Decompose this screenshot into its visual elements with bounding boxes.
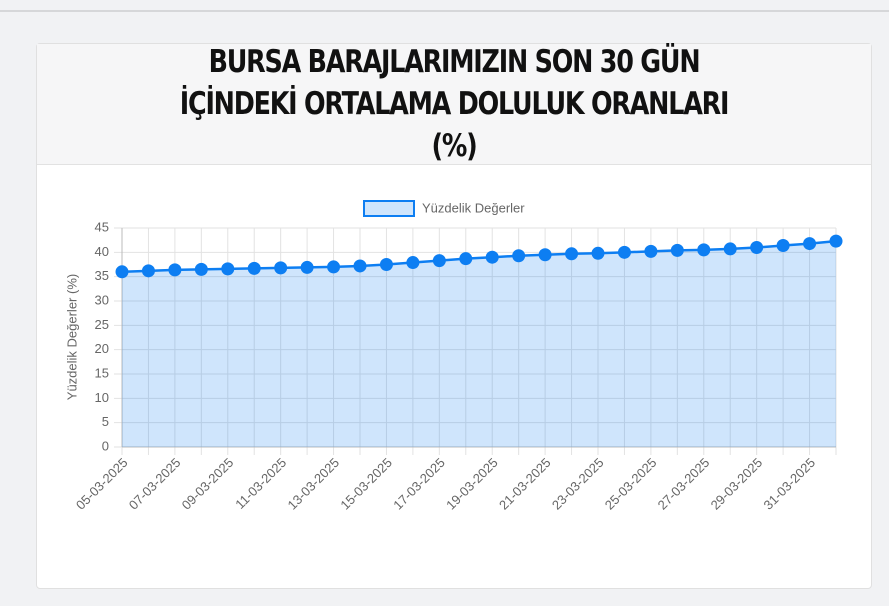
point [485, 250, 499, 264]
y-tick-label: 20 [95, 341, 109, 356]
point [327, 260, 341, 274]
point [406, 256, 420, 270]
chart-title: BURSA BARAJLARIMIZIN SON 30 GÜN İÇİNDEKİ… [179, 44, 730, 164]
card-header: BURSA BARAJLARIMIZIN SON 30 GÜN İÇİNDEKİ… [37, 44, 871, 165]
y-tick-label: 40 [95, 244, 109, 259]
top-bar [0, 10, 889, 12]
y-tick-label: 15 [95, 365, 109, 380]
point [723, 242, 737, 256]
x-tick-label: 09-03-2025 [179, 455, 237, 513]
y-tick-label: 35 [95, 268, 109, 283]
x-tick-label: 31-03-2025 [760, 455, 818, 513]
x-tick-label: 11-03-2025 [232, 455, 289, 512]
point [221, 262, 235, 276]
y-tick-label: 0 [102, 438, 109, 453]
x-tick-label: 19-03-2025 [443, 455, 501, 513]
y-axis-title: Yüzdelik Değerler (%) [64, 274, 79, 400]
y-tick-label: 10 [95, 390, 109, 405]
point [670, 243, 684, 257]
x-tick-label: 25-03-2025 [602, 455, 660, 513]
x-tick-label: 29-03-2025 [708, 455, 766, 513]
point [776, 239, 790, 253]
point [247, 261, 261, 275]
point [591, 246, 605, 260]
y-tick-label: 5 [102, 414, 109, 429]
point [644, 244, 658, 258]
point [512, 249, 526, 263]
point [115, 265, 129, 279]
y-tick-label: 25 [95, 317, 109, 332]
point [750, 240, 764, 254]
y-tick-label: 45 [95, 219, 109, 234]
point [168, 263, 182, 277]
legend-swatch [363, 200, 415, 217]
point [803, 237, 817, 251]
point [697, 243, 711, 257]
point [379, 258, 393, 271]
point [538, 248, 552, 262]
legend-label: Yüzdelik Değerler [422, 200, 525, 215]
y-tick-label: 30 [95, 292, 109, 307]
x-tick-label: 05-03-2025 [73, 455, 131, 513]
x-tick-label: 21-03-2025 [496, 455, 554, 513]
point [141, 264, 155, 278]
point [353, 259, 367, 273]
point [300, 260, 314, 274]
point [829, 234, 843, 248]
x-tick-label: 17-03-2025 [390, 455, 448, 513]
point [565, 247, 579, 261]
x-tick-label: 27-03-2025 [655, 455, 713, 513]
line [121, 239, 837, 274]
x-tick-label: 07-03-2025 [126, 455, 184, 513]
point [617, 245, 631, 259]
x-tick-label: 15-03-2025 [337, 455, 395, 513]
point [459, 252, 473, 266]
point [274, 261, 288, 275]
x-tick-label: 13-03-2025 [284, 455, 342, 513]
card: BURSA BARAJLARIMIZIN SON 30 GÜN İÇİNDEKİ… [36, 43, 872, 589]
point [194, 262, 208, 276]
x-tick-label: 23-03-2025 [549, 455, 607, 513]
area [122, 241, 836, 447]
point [432, 254, 446, 268]
